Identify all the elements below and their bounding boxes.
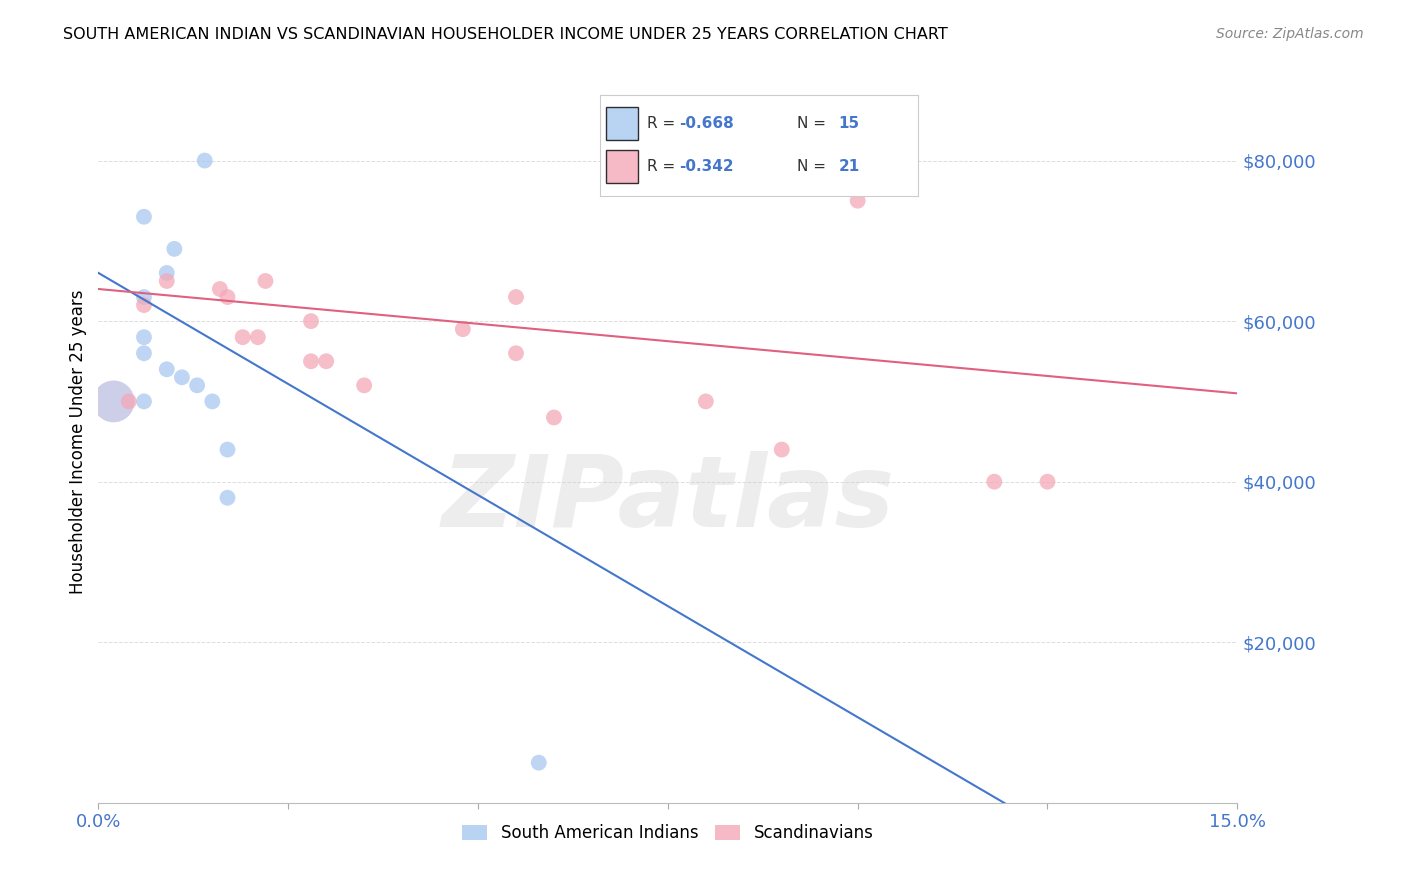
Point bbox=[170, 370, 193, 384]
Point bbox=[217, 290, 239, 304]
Text: SOUTH AMERICAN INDIAN VS SCANDINAVIAN HOUSEHOLDER INCOME UNDER 25 YEARS CORRELAT: SOUTH AMERICAN INDIAN VS SCANDINAVIAN HO… bbox=[63, 27, 948, 42]
Point bbox=[132, 346, 155, 360]
Point bbox=[201, 394, 224, 409]
Point bbox=[1036, 475, 1059, 489]
Point bbox=[156, 266, 179, 280]
Point bbox=[505, 290, 527, 304]
Point bbox=[770, 442, 793, 457]
Point bbox=[254, 274, 277, 288]
Point bbox=[163, 242, 186, 256]
Point bbox=[353, 378, 375, 392]
Text: Source: ZipAtlas.com: Source: ZipAtlas.com bbox=[1216, 27, 1364, 41]
Point bbox=[299, 354, 322, 368]
Point bbox=[103, 394, 125, 409]
Point bbox=[132, 298, 155, 312]
Point bbox=[208, 282, 231, 296]
Point bbox=[156, 274, 179, 288]
Point bbox=[132, 394, 155, 409]
Point bbox=[846, 194, 869, 208]
Point bbox=[543, 410, 565, 425]
Point bbox=[217, 442, 239, 457]
Point bbox=[246, 330, 269, 344]
Point bbox=[505, 346, 527, 360]
Point bbox=[299, 314, 322, 328]
Point bbox=[186, 378, 208, 392]
Point bbox=[217, 491, 239, 505]
Point bbox=[132, 290, 155, 304]
Point bbox=[118, 394, 141, 409]
Text: ZIPatlas: ZIPatlas bbox=[441, 450, 894, 548]
Point bbox=[156, 362, 179, 376]
Point bbox=[527, 756, 550, 770]
Point bbox=[315, 354, 337, 368]
Point bbox=[232, 330, 254, 344]
Point bbox=[695, 394, 717, 409]
Point bbox=[194, 153, 217, 168]
Point bbox=[451, 322, 474, 336]
Point bbox=[132, 210, 155, 224]
Y-axis label: Householder Income Under 25 years: Householder Income Under 25 years bbox=[69, 289, 87, 594]
Point bbox=[983, 475, 1005, 489]
Legend: South American Indians, Scandinavians: South American Indians, Scandinavians bbox=[456, 817, 880, 848]
Point bbox=[132, 330, 155, 344]
Point bbox=[103, 394, 125, 409]
